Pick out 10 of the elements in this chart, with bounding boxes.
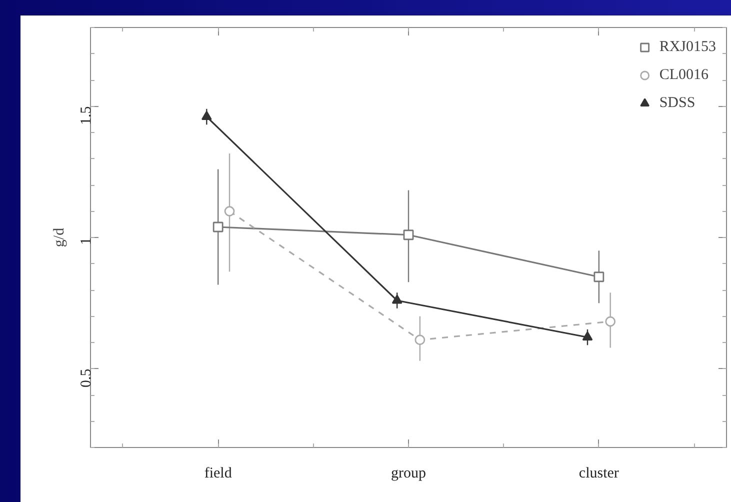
y-tick-label: 1 [78,238,94,245]
x-tick-label: group [391,466,426,482]
legend-label: SDSS [659,94,696,112]
legend-label: RXJ0153 [659,38,716,56]
x-tick-label: field [204,466,232,482]
y-tick-label: 1.5 [78,106,94,125]
x-tick-label: cluster [578,466,619,482]
legend-label: CL0016 [659,66,708,84]
y-tick-label: 0.5 [78,368,94,388]
y-axis-title: g/d [52,227,68,248]
